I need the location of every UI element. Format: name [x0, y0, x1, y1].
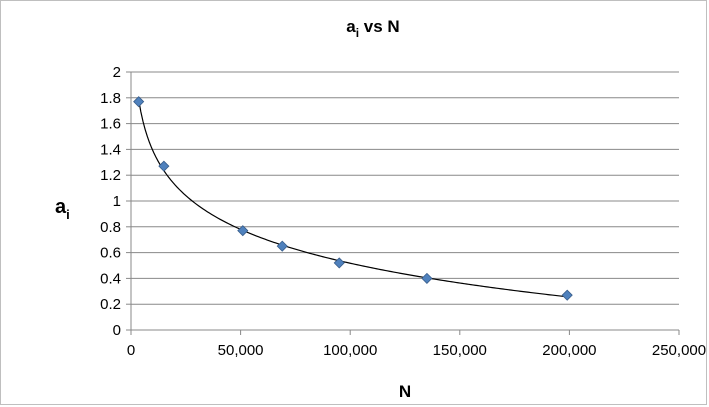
data-point: [277, 241, 287, 251]
y-tick-label: 2: [113, 64, 121, 81]
x-tick-label: 150,000: [433, 342, 487, 359]
data-point: [422, 273, 432, 283]
x-tick-label: 100,000: [323, 342, 377, 359]
y-tick-label: 0.4: [100, 270, 121, 287]
y-tick-labels: 0 0.2 0.4 0.6 0.8 1 1.2 1.4 1.6 1.8 2: [100, 64, 121, 339]
gridlines: [131, 72, 679, 304]
y-tick-label: 1.6: [100, 116, 121, 133]
x-tick-label: 250,000: [652, 342, 706, 359]
x-tick-labels: 0 50,000 100,000 150,000 200,000 250,000: [127, 342, 706, 359]
trendline: [139, 100, 568, 297]
y-tick-label: 1.2: [100, 167, 121, 184]
data-point: [562, 290, 572, 300]
x-axis-title: N: [399, 382, 411, 401]
y-tick-label: 1: [113, 193, 121, 210]
y-tick-label: 0.8: [100, 219, 121, 236]
x-tick-label: 200,000: [542, 342, 596, 359]
data-point: [159, 161, 169, 171]
data-points: [134, 97, 573, 301]
y-tick-label: 1.4: [100, 141, 121, 158]
x-tick-label: 50,000: [218, 342, 264, 359]
y-tick-label: 0.6: [100, 245, 121, 262]
y-tick-label: 0.2: [100, 296, 121, 313]
y-tick-label: 1.8: [100, 90, 121, 107]
y-axis-title: ai: [55, 196, 70, 222]
chart-title: ai vs N: [346, 17, 399, 40]
x-tick-label: 0: [127, 342, 135, 359]
trend-line: [139, 100, 568, 297]
axes: [126, 72, 679, 335]
y-tick-label: 0: [113, 322, 121, 339]
